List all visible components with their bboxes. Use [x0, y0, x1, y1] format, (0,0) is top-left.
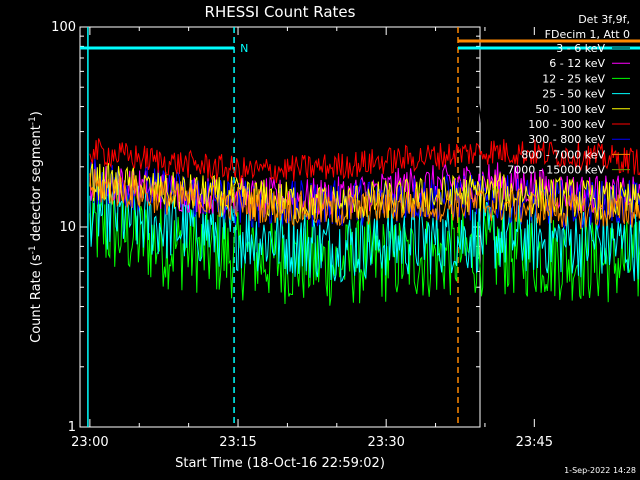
- legend-label: 12 - 25 keV: [542, 72, 605, 85]
- y-tick-label: 100: [51, 20, 76, 35]
- legend-header-detectors: Det 3f,9f,: [578, 13, 630, 26]
- y-axis-label-exponent-2: -1: [28, 116, 38, 125]
- y-tick-label: 10: [59, 220, 76, 235]
- generation-timestamp: 1-Sep-2022 14:28: [564, 466, 636, 475]
- legend: 3 - 6 keV 6 - 12 keV 12 - 25 keV 25 - 50 ke…: [507, 42, 630, 177]
- series-line-100to300keV: [89, 138, 640, 184]
- series-line-25to50keV: [89, 176, 640, 283]
- x-tick-label: 23:45: [516, 435, 553, 450]
- legend-label: 300 - 800 keV: [528, 133, 605, 146]
- series-line-6to12keV: [89, 162, 640, 217]
- legend-label: 800 - 7000 keV: [521, 148, 605, 161]
- attenuator-intervals: NS: [80, 27, 640, 427]
- legend-header-decimation: FDecim 1, Att 0: [545, 28, 630, 41]
- x-tick-label: 23:00: [71, 435, 108, 450]
- chart-title: RHESSI Count Rates: [205, 3, 356, 21]
- y-axis-label: Count Rate (s-1 detector segment-1): [28, 111, 44, 343]
- legend-label: 100 - 300 keV: [528, 118, 605, 131]
- series-line-3to6keV: [89, 102, 640, 148]
- north-label: N: [240, 42, 248, 55]
- y-axis-label-middle: detector segment: [29, 125, 44, 245]
- legend-label: 25 - 50 keV: [542, 88, 605, 101]
- x-axis-label: Start Time (18-Oct-16 22:59:02): [175, 456, 385, 471]
- y-axis-label-exponent-1: -1: [28, 245, 38, 254]
- x-tick-label: 23:15: [219, 435, 256, 450]
- series-line-800to7000keV: [89, 168, 640, 230]
- legend-label: 7000 - 15000 keV: [507, 164, 605, 177]
- series-line-50to100keV: [89, 162, 640, 223]
- legend-label: 6 - 12 keV: [549, 57, 605, 70]
- series-layer: [89, 102, 640, 306]
- x-tick-label: 23:30: [367, 435, 404, 450]
- series-line-12to25keV: [89, 184, 640, 306]
- y-tick-label: 1: [68, 420, 76, 435]
- legend-label: 50 - 100 keV: [535, 103, 605, 116]
- legend-label: 3 - 6 keV: [556, 42, 605, 55]
- y-axis-label-end: ): [29, 111, 44, 116]
- y-axis-label-main: Count Rate (s: [29, 254, 44, 343]
- axes-layer: 23:0023:1523:3023:4500:0000:1500:3011010…: [51, 20, 553, 450]
